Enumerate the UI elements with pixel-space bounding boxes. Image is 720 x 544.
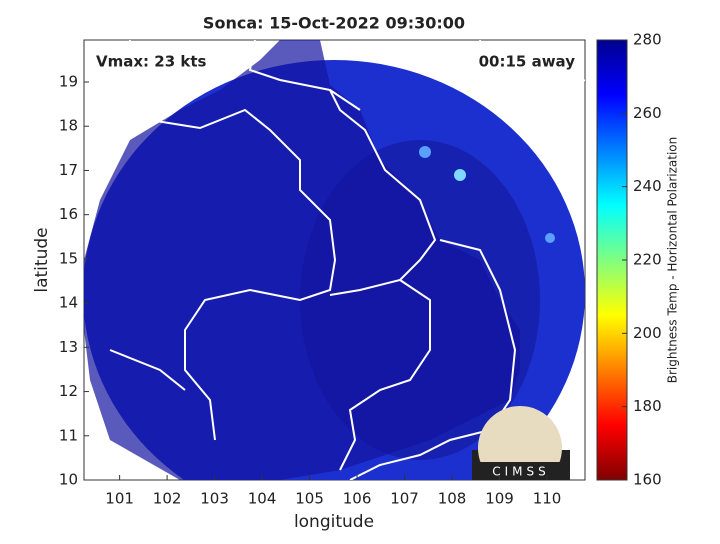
- y-tick-label: 17: [59, 161, 78, 179]
- bright-spot: [454, 169, 466, 181]
- y-tick-label: 10: [59, 471, 78, 489]
- colorbar-tick-label: 220: [633, 251, 662, 269]
- chart-title: Sonca: 15-Oct-2022 09:30:00: [203, 14, 465, 33]
- y-tick-label: 13: [59, 338, 78, 356]
- y-axis-label: latitude: [32, 227, 52, 292]
- bright-spot: [545, 233, 555, 243]
- x-tick-label: 104: [248, 490, 277, 508]
- land: [84, 40, 520, 480]
- x-tick-label: 109: [485, 490, 514, 508]
- x-tick-label: 102: [153, 490, 182, 508]
- x-tick-label: 103: [200, 490, 229, 508]
- x-axis-label: longitude: [294, 512, 374, 532]
- map: [84, 40, 585, 480]
- colorbar-tick-label: 280: [633, 31, 662, 49]
- x-tick-label: 110: [533, 490, 562, 508]
- y-tick-label: 19: [59, 73, 78, 91]
- logo-text: CIMSS: [492, 465, 550, 479]
- colorbar-tick-label: 200: [633, 324, 662, 342]
- annotation: 00:15 away: [479, 53, 576, 71]
- colorbar-tick-label: 260: [633, 104, 662, 122]
- annotation: Vmax: 23 kts: [96, 53, 206, 71]
- logo: CIMSS: [472, 406, 570, 480]
- bright-spot: [419, 146, 431, 158]
- colorbar-tick-label: 240: [633, 177, 662, 195]
- x-tick-label: 108: [438, 490, 467, 508]
- y-tick-label: 15: [59, 249, 78, 267]
- y-tick-label: 18: [59, 117, 78, 135]
- colorbar-tick-label: 160: [633, 471, 662, 489]
- x-tick-label: 101: [105, 490, 134, 508]
- colorbar-label: Brightness Temp - Horizontal Polarizatio…: [666, 137, 680, 384]
- y-tick-label: 12: [59, 382, 78, 400]
- colorbar-tick-label: 180: [633, 397, 662, 415]
- y-tick-label: 14: [59, 294, 78, 312]
- x-tick-label: 105: [295, 490, 324, 508]
- x-tick-label: 106: [343, 490, 372, 508]
- y-tick-label: 16: [59, 205, 78, 223]
- x-tick-label: 107: [390, 490, 419, 508]
- y-tick-label: 11: [59, 426, 78, 444]
